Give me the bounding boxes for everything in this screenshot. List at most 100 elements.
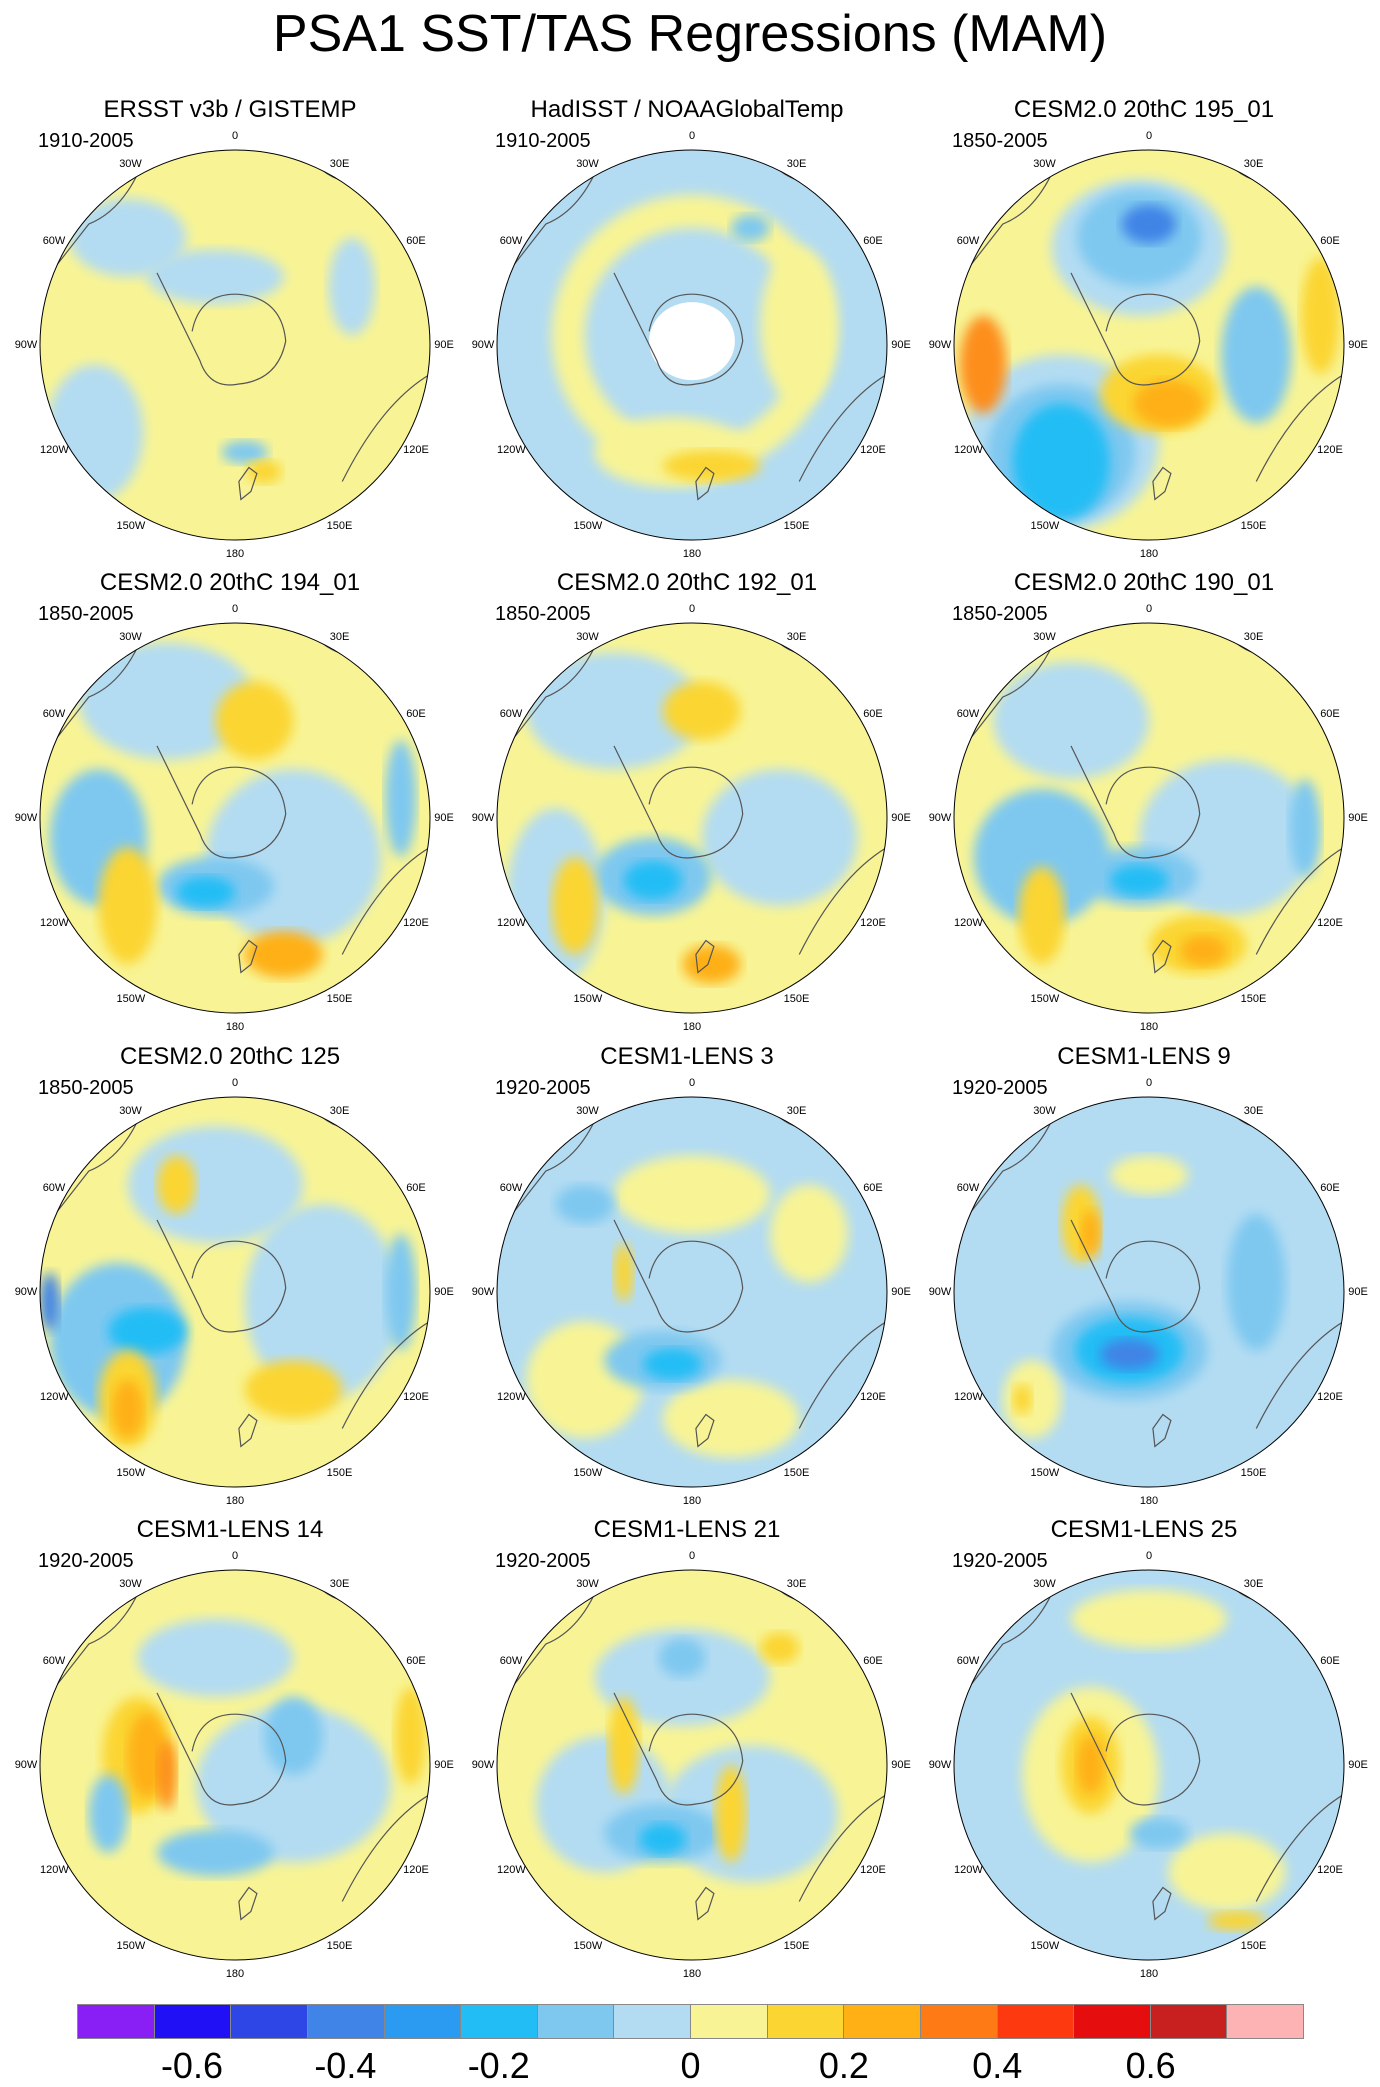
longitude-label: 30E: [329, 1105, 350, 1117]
polar-map: [953, 1569, 1345, 1961]
longitude-label: 30E: [329, 631, 350, 643]
longitude-label: 0: [688, 1077, 696, 1089]
colorbar-tick-label: -0.6: [160, 2045, 223, 2086]
longitude-label: 150E: [326, 992, 353, 1005]
anomaly-region: [196, 1706, 391, 1863]
longitude-label: 60E: [1320, 1654, 1340, 1667]
longitude-label: 180: [225, 548, 245, 560]
longitude-label: 120E: [403, 916, 429, 929]
anomaly-region: [157, 1739, 177, 1810]
anomaly-region: [385, 1233, 417, 1351]
anomaly-region: [127, 1126, 304, 1244]
longitude-label: 0: [231, 1550, 239, 1562]
map-border: [496, 1569, 888, 1961]
longitude-label: 90E: [891, 1759, 911, 1771]
longitude-label: 90W: [14, 1759, 38, 1771]
longitude-label: 120E: [860, 916, 886, 929]
longitude-label: 0: [688, 130, 696, 142]
anomaly-region: [658, 1638, 706, 1678]
colorbar-swatch: [844, 2004, 921, 2039]
longitude-label: 0: [231, 603, 239, 615]
longitude-label: 120E: [1317, 443, 1343, 456]
longitude-label: 150E: [783, 1939, 810, 1952]
map-panel: CESM2.0 20thC 194_01 1850-2005 0 30E 60E 90E 1…: [0, 568, 460, 1041]
anomaly-region: [1129, 1817, 1188, 1849]
antarctica-coastline: [156, 745, 287, 859]
longitude-label: 180: [225, 1495, 245, 1507]
australia-coastline: [1255, 373, 1344, 482]
longitude-label: 60E: [1320, 1181, 1340, 1194]
longitude-label: 120W: [497, 1390, 526, 1403]
anomaly-region: [701, 769, 858, 906]
longitude-label: 180: [225, 1021, 245, 1033]
longitude-label: 60W: [42, 234, 66, 247]
polar-map: [953, 149, 1345, 541]
longitude-label: 90E: [891, 1286, 911, 1298]
longitude-label: 90W: [471, 1759, 495, 1771]
australia-coastline: [1255, 1320, 1344, 1429]
map-border: [953, 1096, 1345, 1488]
colorbar-swatch: [154, 2004, 232, 2039]
colorbar-swatch: [1227, 2004, 1304, 2039]
australia-coastline: [341, 1320, 430, 1429]
anomaly-region: [40, 1272, 60, 1331]
longitude-label: 60W: [42, 1654, 66, 1667]
longitude-label: 0: [688, 1550, 696, 1562]
longitude-label: 90E: [1348, 812, 1368, 824]
longitude-label: 90E: [434, 339, 454, 351]
longitude-label: 30E: [329, 158, 350, 170]
map-panel: CESM2.0 20thC 195_01 1850-2005 0 30E 60E 90E 1…: [914, 95, 1374, 568]
longitude-label: 60E: [1320, 234, 1340, 247]
colorbar-swatch: [461, 2004, 538, 2039]
antarctica-coastline: [156, 1219, 287, 1333]
longitude-label: 180: [682, 1495, 702, 1507]
anomaly-region: [221, 440, 269, 464]
antarctica-coastline: [1070, 745, 1201, 859]
longitude-label: 60W: [499, 1181, 523, 1194]
longitude-label: 30W: [576, 158, 599, 170]
longitude-label: 60E: [406, 1181, 426, 1194]
map-panel: CESM1-LENS 25 1920-2005 0 30E 60E 90E 120E 150E…: [914, 1515, 1374, 1988]
map-border: [39, 1569, 431, 1961]
period-label: 1920-2005: [38, 1550, 134, 1572]
australia-coastline: [798, 1320, 887, 1429]
anomaly-region: [1301, 257, 1341, 375]
longitude-label: 30E: [1243, 1578, 1264, 1590]
panel-title: ERSST v3b / GISTEMP: [103, 96, 357, 123]
longitude-label: 150W: [116, 1939, 146, 1952]
anomaly-region: [88, 1774, 128, 1853]
longitude-label: 150E: [326, 1939, 353, 1952]
anomaly-region: [682, 944, 741, 984]
longitude-label: 150W: [1030, 1466, 1060, 1479]
anomaly-region: [623, 860, 683, 900]
longitude-label: 120E: [403, 1863, 429, 1876]
anomaly-region: [244, 1204, 401, 1400]
colorbar-swatch: [691, 2004, 768, 2039]
longitude-label: 120W: [954, 916, 983, 929]
longitude-label: 90W: [928, 812, 952, 824]
colorbar-tick-label: 0.4: [972, 2045, 1023, 2086]
colorbar-swatch: [1074, 2004, 1151, 2039]
antarctica-coastline: [1070, 272, 1201, 386]
australia-coastline: [341, 373, 430, 482]
longitude-label: 90W: [14, 1286, 38, 1298]
australia-coastline: [341, 1793, 430, 1902]
new-zealand-coastline: [238, 1413, 258, 1448]
polar-map: [496, 149, 888, 541]
antarctica-coastline: [156, 272, 287, 386]
longitude-label: 60E: [406, 1654, 426, 1667]
polar-map: [496, 1569, 888, 1961]
longitude-label: 90E: [1348, 339, 1368, 351]
longitude-label: 150W: [573, 1466, 603, 1479]
new-zealand-coastline: [238, 1886, 258, 1921]
polar-map: [39, 1569, 431, 1961]
longitude-label: 30E: [1243, 158, 1264, 170]
longitude-label: 120W: [954, 1390, 983, 1403]
australia-coastline: [341, 846, 430, 955]
anomaly-region: [147, 249, 284, 305]
longitude-label: 150W: [573, 519, 603, 532]
longitude-label: 120W: [497, 443, 526, 456]
antarctica-coastline: [156, 1692, 287, 1806]
longitude-label: 150W: [573, 1939, 603, 1952]
longitude-label: 0: [1145, 1550, 1153, 1562]
